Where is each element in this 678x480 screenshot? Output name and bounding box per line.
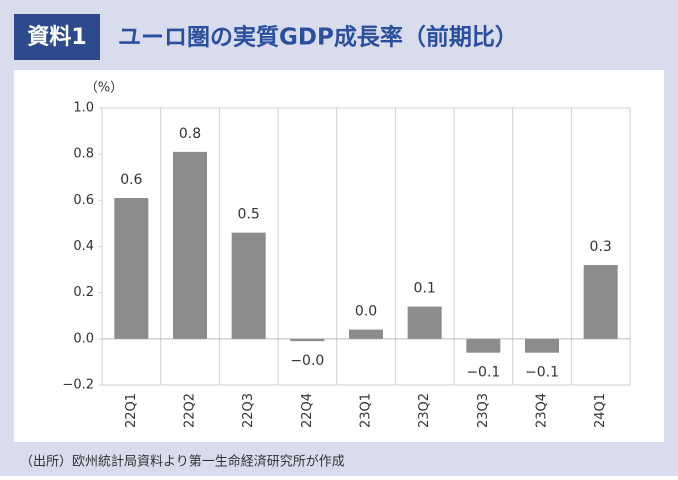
badge: 資料1 (27, 24, 86, 50)
source: （出所）欧州統計局資料より第一生命経済研究所が作成 (20, 454, 345, 470)
value-label: 0.0 (355, 304, 377, 320)
value-label: −0.1 (466, 365, 500, 381)
y-tick-label: 0.4 (73, 239, 94, 254)
x-tick-label: 22Q4 (300, 393, 315, 428)
badge-box (14, 14, 100, 60)
value-label: 0.5 (238, 207, 260, 223)
value-label: 0.8 (179, 126, 201, 142)
bar (349, 329, 383, 339)
bar (466, 338, 501, 353)
value-label: −0.0 (290, 353, 324, 369)
y-tick-label: 0.2 (73, 285, 94, 300)
title: ユーロ圏の実質GDP成長率（前期比） (118, 24, 518, 51)
value-label: 0.6 (120, 172, 142, 188)
y-tick-label: 1.0 (73, 101, 94, 116)
y-tick-label: 0.6 (73, 193, 94, 208)
value-label: 0.1 (414, 281, 436, 297)
bar (525, 338, 559, 353)
bar (407, 306, 442, 339)
value-label: 0.3 (590, 239, 612, 255)
x-tick-label: 22Q2 (183, 393, 198, 428)
x-tick-label: 23Q3 (476, 393, 491, 428)
bar (114, 198, 149, 339)
y-unit: （%） (85, 81, 123, 96)
x-tick-label: 23Q2 (417, 393, 432, 428)
bar (290, 338, 325, 342)
y-tick-label: 0.8 (73, 147, 94, 162)
bar (583, 264, 618, 339)
value-label: −0.1 (525, 365, 559, 381)
x-tick-label: 24Q1 (593, 393, 608, 428)
bar (231, 232, 266, 339)
bar (173, 151, 207, 339)
x-tick-label: 23Q4 (535, 393, 550, 428)
x-tick-label: 22Q3 (241, 393, 256, 428)
x-tick-label: 22Q1 (124, 393, 139, 428)
chart-panel (14, 70, 664, 442)
y-tick-label: 0.0 (73, 331, 94, 346)
y-tick-label: −0.2 (62, 378, 94, 393)
x-tick-label: 23Q1 (359, 393, 374, 428)
